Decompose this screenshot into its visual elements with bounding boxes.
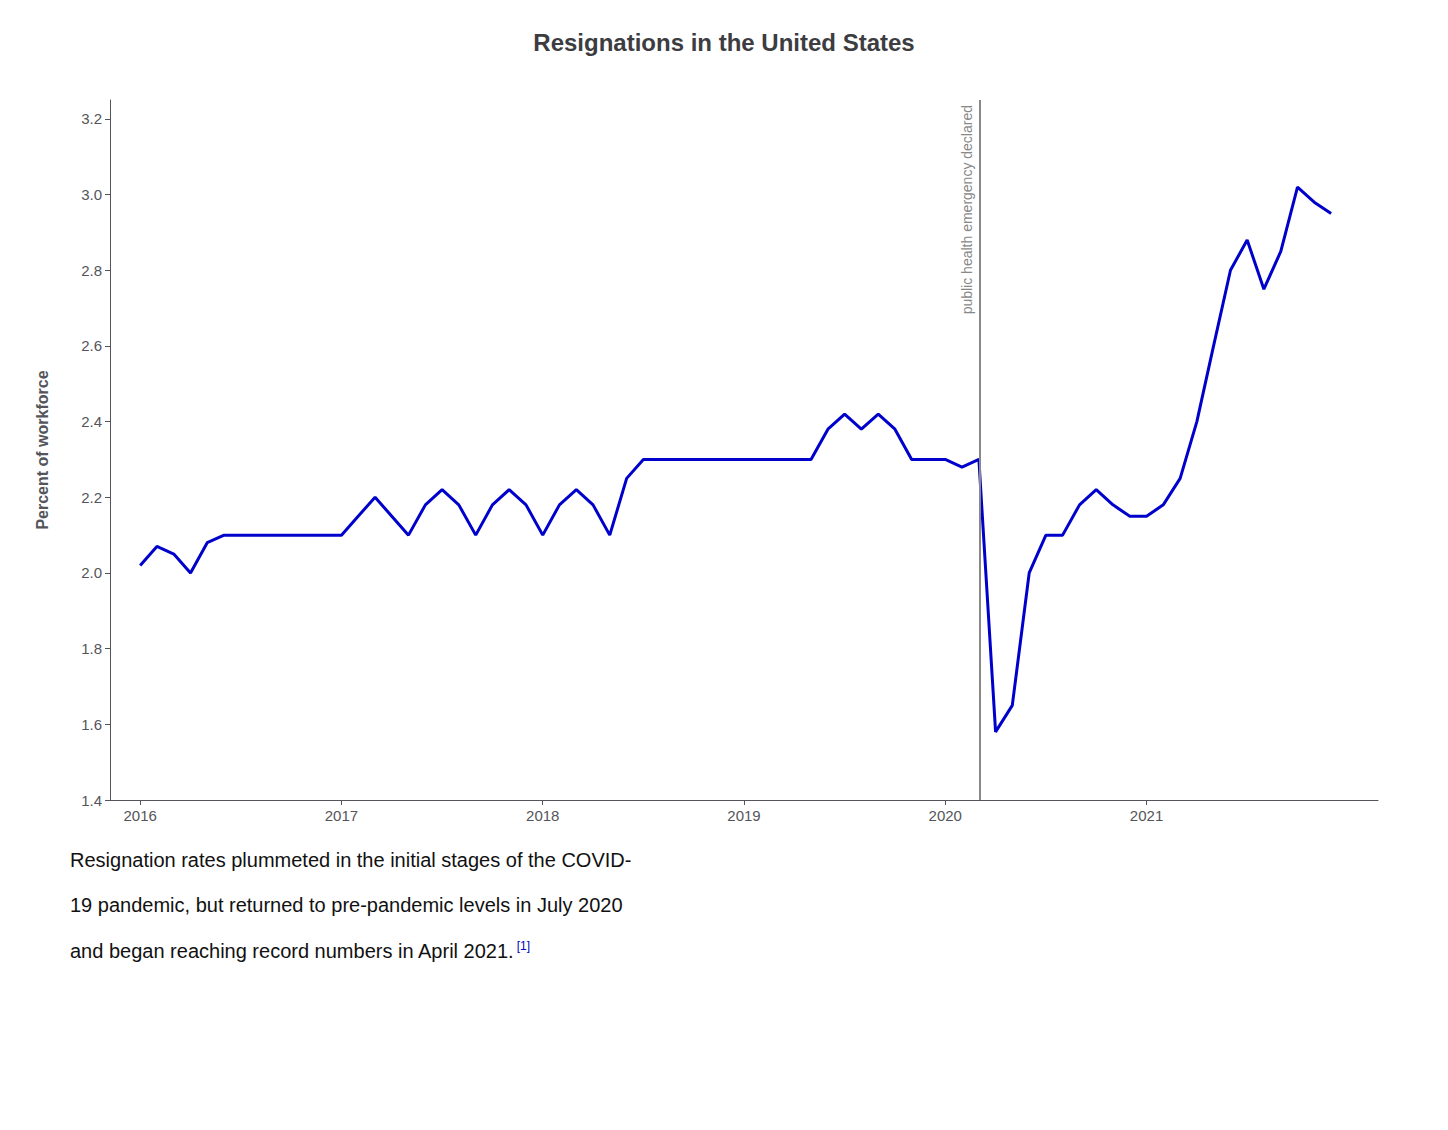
svg-text:Resignations in the United Sta: Resignations in the United States (533, 29, 914, 56)
svg-text:3.2: 3.2 (81, 110, 102, 127)
svg-text:2.4: 2.4 (81, 413, 102, 430)
svg-text:1.4: 1.4 (81, 792, 102, 809)
svg-text:2020: 2020 (929, 807, 962, 824)
svg-text:Percent of workforce: Percent of workforce (34, 370, 51, 529)
svg-text:2018: 2018 (526, 807, 559, 824)
svg-text:2.8: 2.8 (81, 262, 102, 279)
svg-text:[1]: [1] (517, 939, 530, 953)
svg-text:1.8: 1.8 (81, 640, 102, 657)
svg-text:Resignation rates plummeted in: Resignation rates plummeted in the initi… (70, 849, 631, 871)
svg-text:2016: 2016 (124, 807, 157, 824)
svg-text:public health emergency declar: public health emergency declared (959, 105, 975, 314)
svg-text:2.0: 2.0 (81, 564, 102, 581)
svg-text:2.2: 2.2 (81, 489, 102, 506)
svg-text:and began reaching record numb: and began reaching record numbers in Apr… (70, 940, 514, 962)
svg-text:2021: 2021 (1130, 807, 1163, 824)
svg-text:19 pandemic, but returned to p: 19 pandemic, but returned to pre-pandemi… (70, 894, 623, 916)
svg-text:3.0: 3.0 (81, 186, 102, 203)
svg-text:1.6: 1.6 (81, 716, 102, 733)
svg-text:2.6: 2.6 (81, 337, 102, 354)
svg-text:2019: 2019 (727, 807, 760, 824)
svg-text:2017: 2017 (325, 807, 358, 824)
